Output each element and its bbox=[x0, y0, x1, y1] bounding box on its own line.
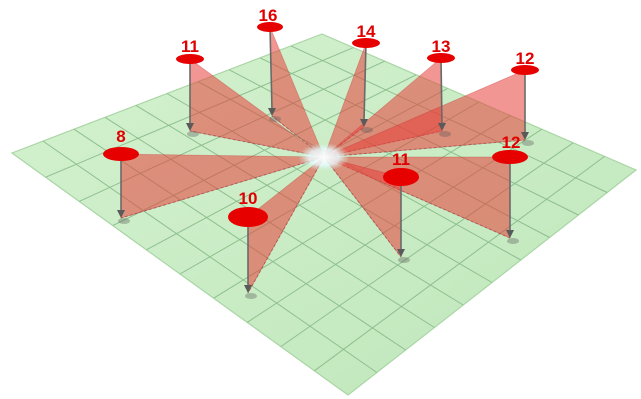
direction-pin: 16 bbox=[257, 6, 283, 122]
grid-line bbox=[280, 142, 574, 348]
center-hub bbox=[298, 143, 350, 171]
pin-head bbox=[228, 207, 268, 227]
pin-shadow bbox=[118, 218, 130, 224]
arrow-down-icon bbox=[117, 210, 125, 218]
arrow-down-icon bbox=[397, 249, 405, 257]
pin-head bbox=[383, 168, 419, 186]
direction-pins: 16 14 13 12 12 11 10 8 11 bbox=[103, 6, 539, 299]
pin-shadow bbox=[361, 127, 373, 133]
pin-shadow bbox=[507, 238, 519, 244]
arrow-down-icon bbox=[506, 230, 514, 238]
pin-label: 16 bbox=[259, 6, 278, 25]
pin-head bbox=[257, 22, 283, 32]
pin-head bbox=[352, 38, 380, 48]
direction-pin: 11 bbox=[176, 37, 204, 137]
pin-label: 13 bbox=[432, 37, 451, 56]
pin-stem bbox=[269, 26, 273, 111]
pin-head bbox=[103, 147, 139, 161]
pin-head bbox=[492, 150, 528, 164]
pin-shadow bbox=[439, 131, 451, 137]
direction-pin: 10 bbox=[228, 189, 268, 299]
grid-line bbox=[314, 155, 605, 372]
pin-label: 11 bbox=[181, 37, 199, 56]
pin-head bbox=[176, 54, 204, 64]
pin-shadow bbox=[522, 140, 534, 146]
pin-stem bbox=[363, 42, 367, 122]
pin-label: 10 bbox=[239, 189, 258, 208]
pin-shadow bbox=[269, 116, 281, 122]
pin-label: 11 bbox=[392, 150, 410, 169]
pin-label: 12 bbox=[516, 49, 535, 68]
arrow-down-icon bbox=[521, 132, 529, 140]
direction-pin: 12 bbox=[492, 133, 528, 244]
arrow-down-icon bbox=[186, 123, 194, 131]
pin-shadow bbox=[398, 257, 410, 263]
direction-pin: 14 bbox=[352, 22, 380, 133]
pin-shadow bbox=[245, 293, 257, 299]
arrow-down-icon bbox=[268, 108, 276, 116]
ground-plane-surface bbox=[10, 33, 638, 396]
pin-stem bbox=[440, 57, 443, 126]
arrow-down-icon bbox=[360, 119, 368, 127]
direction-pin: 11 bbox=[383, 150, 419, 263]
pin-label: 12 bbox=[502, 133, 521, 152]
direction-pin: 12 bbox=[511, 49, 539, 146]
pin-label: 14 bbox=[357, 22, 376, 41]
direction-pin: 8 bbox=[103, 127, 139, 224]
direction-pin: 13 bbox=[427, 37, 455, 137]
pin-label: 8 bbox=[116, 127, 125, 146]
ground-plane bbox=[10, 33, 638, 396]
grid-line bbox=[135, 104, 464, 306]
pin-head bbox=[427, 53, 455, 63]
pin-head bbox=[511, 65, 539, 75]
wind-vanes bbox=[120, 26, 526, 295]
grid-line bbox=[42, 140, 378, 373]
arrow-down-icon bbox=[438, 123, 446, 131]
pin-shadow bbox=[187, 131, 199, 137]
arrow-down-icon bbox=[244, 285, 252, 293]
